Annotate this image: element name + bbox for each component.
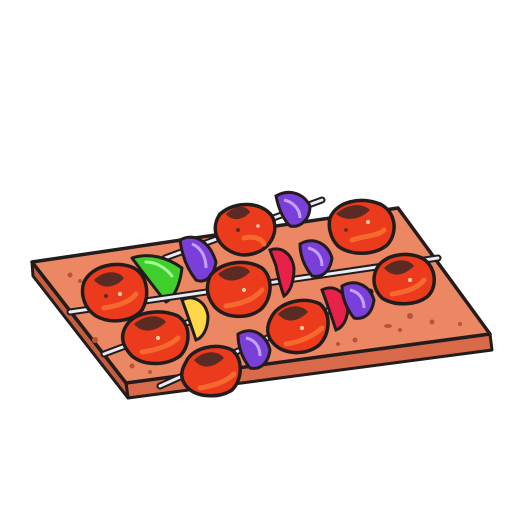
meat-chunk-icon (180, 344, 242, 398)
skewer-icon (130, 190, 396, 304)
skewer-icon (100, 281, 376, 398)
onion-slice-icon (298, 239, 334, 278)
pepper-slice-icon (180, 296, 210, 342)
meat-chunk-icon (372, 252, 436, 306)
meat-chunk-icon (327, 198, 396, 255)
meat-chunk-icon (120, 310, 190, 366)
meat-chunk-icon (266, 298, 330, 355)
pepper-slice-icon (268, 247, 296, 299)
pepper-slice-icon (130, 254, 184, 304)
meat-chunk-icon (205, 260, 272, 319)
onion-slice-icon (274, 190, 312, 228)
pepper-slice-icon (320, 286, 350, 332)
meat-chunk-icon (213, 202, 277, 257)
skewer-icon (66, 239, 442, 323)
meat-chunk-icon (80, 262, 149, 323)
onion-slice-icon (236, 329, 272, 370)
onion-slice-icon (340, 281, 376, 320)
